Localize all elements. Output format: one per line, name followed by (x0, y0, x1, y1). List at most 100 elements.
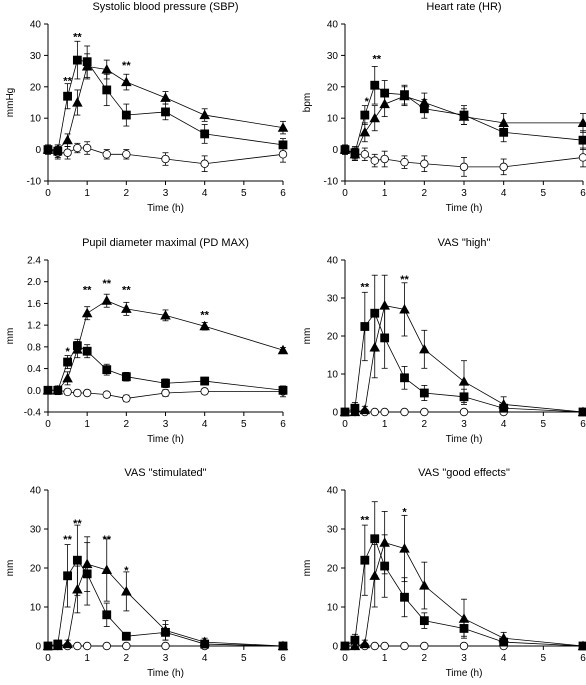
data-point-filled-triangle (419, 580, 430, 590)
x-tick-label: 3 (163, 419, 169, 430)
y-tick-label: 2.4 (27, 256, 41, 267)
y-tick-label: 40 (327, 20, 339, 31)
series-line-filled-triangle (48, 300, 284, 391)
significance-annotation: ** (400, 274, 409, 286)
data-point-open-circle (400, 407, 409, 417)
data-point-filled-square (121, 372, 131, 382)
chart-title: Heart rate (HR) (426, 1, 501, 13)
significance-annotation: ** (200, 309, 209, 321)
y-tick-label: 10 (327, 370, 339, 381)
data-point-filled-square (200, 376, 210, 386)
data-point-filled-square (350, 148, 360, 158)
data-point-open-circle (102, 150, 111, 159)
x-tick-label: 6 (580, 653, 586, 664)
data-point-filled-square (340, 407, 350, 417)
data-point-filled-triangle (81, 307, 93, 318)
x-tick-label: 3 (461, 419, 467, 430)
data-point-filled-square (459, 624, 469, 633)
y-tick-label: 1.6 (27, 299, 41, 310)
data-point-filled-square (121, 631, 131, 641)
data-point-open-circle (161, 388, 170, 398)
data-point-filled-square (350, 403, 360, 413)
x-tick-label: 2 (422, 653, 428, 664)
x-tick-label: 3 (461, 653, 467, 664)
data-point-filled-square (72, 341, 82, 351)
x-tick-label: 1 (382, 653, 388, 664)
y-tick-label: -10 (324, 177, 339, 188)
data-point-filled-triangle (458, 376, 470, 386)
data-point-filled-triangle (359, 404, 371, 415)
x-tick-label: 5 (541, 188, 547, 199)
data-point-filled-triangle (72, 584, 83, 594)
series-line-filled-square (344, 84, 584, 154)
chart-title: VAS "good effects" (418, 467, 510, 479)
y-tick-label: 0 (35, 145, 41, 156)
y-tick-label: 0 (332, 408, 338, 419)
x-tick-label: 0 (45, 419, 51, 430)
y-axis-label: mm (5, 328, 16, 345)
x-tick-label: 0 (342, 188, 348, 199)
series-line-filled-triangle (344, 95, 583, 155)
data-point-filled-square (278, 385, 288, 395)
x-axis-label: Time (h) (446, 668, 483, 679)
chart-title: VAS "high" (438, 237, 491, 249)
data-point-open-circle (370, 407, 379, 417)
data-point-filled-triangle (101, 64, 113, 74)
x-tick-label: 5 (241, 419, 247, 430)
y-axis-label: mm (5, 560, 16, 577)
significance-annotation: ** (372, 54, 381, 66)
data-point-filled-square (340, 641, 350, 651)
chart-panel-5: VAS "stimulated" 0 1 2 3 4 5 6 0 10 20 30 40 Time (h)… (5, 467, 289, 679)
data-point-open-circle (420, 641, 429, 651)
data-point-open-circle (102, 641, 111, 651)
x-tick-label: 3 (163, 188, 169, 199)
x-tick-label: 1 (382, 188, 388, 199)
y-tick-label: 30 (327, 51, 339, 62)
x-tick-label: 4 (202, 188, 208, 199)
x-axis-label: Time (h) (446, 434, 483, 445)
data-point-filled-square (63, 357, 72, 367)
data-point-filled-triangle (160, 309, 171, 320)
data-point-filled-square (360, 555, 370, 565)
data-point-open-circle (73, 641, 82, 651)
x-tick-label: 3 (163, 653, 169, 664)
chart-title: Systolic blood pressure (SBP) (92, 1, 238, 13)
y-axis-label: mm (302, 560, 313, 577)
data-point-open-circle (161, 641, 170, 651)
x-axis-label: Time (h) (147, 668, 184, 679)
data-point-filled-triangle (359, 126, 371, 137)
data-point-open-circle (400, 157, 409, 167)
series-line-filled-triangle (48, 65, 284, 151)
data-point-filled-square (578, 407, 586, 417)
x-tick-label: 5 (241, 188, 247, 199)
data-point-filled-square (400, 90, 409, 100)
x-tick-label: 4 (501, 188, 507, 199)
x-tick-label: 2 (422, 188, 428, 199)
chart-panel-3: Pupil diameter maximal (PD MAX) 0 1 2 3 4 5 6 -0… (5, 237, 289, 445)
data-point-filled-square (400, 592, 409, 602)
significance-annotation: ** (102, 278, 111, 290)
data-point-open-circle (420, 159, 429, 168)
data-point-open-circle (63, 387, 72, 397)
data-point-open-circle (73, 143, 82, 153)
data-point-open-circle (122, 150, 131, 159)
data-point-open-circle (578, 153, 586, 162)
data-point-filled-triangle (199, 109, 210, 120)
data-point-filled-triangle (101, 295, 113, 305)
data-point-filled-square (161, 378, 170, 388)
x-tick-label: 4 (501, 653, 507, 664)
significance-annotation: ** (102, 534, 111, 546)
data-point-filled-square (161, 107, 170, 117)
data-point-filled-square (102, 365, 112, 375)
x-tick-label: 6 (280, 419, 286, 430)
y-tick-label: 30 (30, 51, 42, 62)
series-line-filled-square (48, 345, 284, 391)
series-line-filled-square (47, 559, 284, 647)
data-point-filled-triangle (277, 122, 289, 132)
x-tick-label: 2 (124, 653, 130, 664)
data-point-filled-triangle (419, 343, 430, 354)
x-tick-label: 0 (342, 419, 348, 430)
data-point-filled-square (400, 373, 409, 383)
x-tick-label: 1 (84, 653, 90, 664)
x-tick-label: 1 (84, 188, 90, 199)
